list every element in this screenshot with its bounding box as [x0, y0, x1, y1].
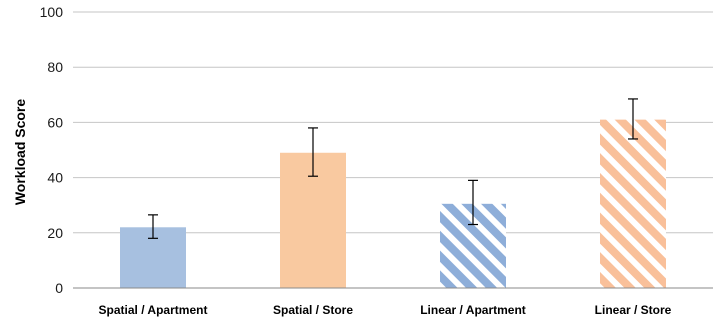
y-tick-label: 0 — [55, 280, 63, 296]
bar-linear-store — [600, 119, 666, 288]
error-bar — [628, 98, 638, 140]
error-bar — [308, 127, 318, 177]
x-axis-labels: Spatial / Apartment Spatial / Store Linear… — [99, 303, 672, 317]
y-tick-label: 80 — [47, 59, 63, 75]
y-tick-label: 40 — [47, 170, 63, 186]
bars — [120, 119, 666, 288]
error-bars — [148, 98, 638, 239]
x-category-label: Linear / Apartment — [420, 303, 526, 317]
y-tick-label: 20 — [47, 225, 63, 241]
y-axis-ticks: 0 20 40 60 80 100 — [40, 4, 64, 296]
x-category-label: Linear / Store — [595, 303, 672, 317]
y-tick-label: 60 — [47, 114, 63, 130]
error-bar — [148, 214, 158, 239]
error-bar — [468, 179, 478, 226]
y-axis-title: Workload Score — [12, 99, 28, 206]
x-category-label: Spatial / Store — [273, 303, 353, 317]
x-category-label: Spatial / Apartment — [99, 303, 208, 317]
y-tick-label: 100 — [40, 4, 64, 20]
